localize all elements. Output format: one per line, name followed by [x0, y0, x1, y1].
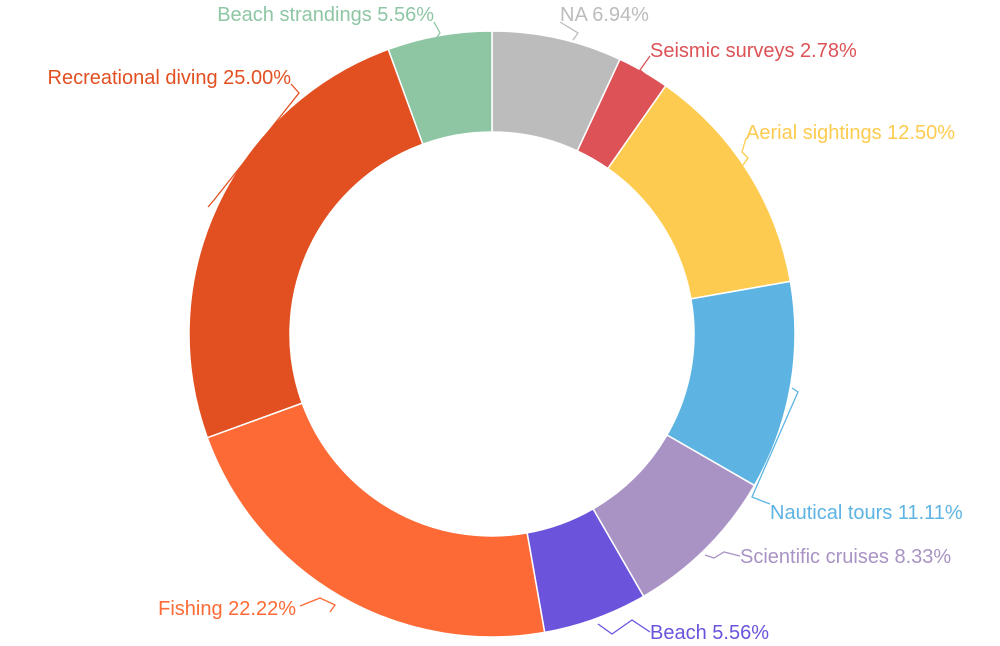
leader-line-scientific-cruises [704, 551, 741, 559]
slice-label-nautical-tours: Nautical tours 11.11% [770, 502, 963, 524]
leader-line-na [559, 21, 579, 41]
leader-line-aerial-sightings [740, 137, 749, 169]
leader-line-beach-strandings [433, 21, 441, 41]
slice-label-seismic-surveys: Seismic surveys 2.78% [650, 40, 857, 62]
slice-label-scientific-cruises: Scientific cruises 8.33% [740, 546, 951, 568]
leader-line-nautical-tours [751, 387, 799, 505]
slice-label-beach: Beach 5.56% [650, 622, 769, 644]
slice-label-beach-strandings: Beach strandings 5.56% [217, 4, 434, 26]
slices-layer [188, 30, 796, 638]
slice-fishing [206, 402, 546, 638]
slice-label-recreational-diving: Recreational diving 25.00% [48, 67, 292, 89]
slice-beach-strandings [387, 30, 493, 146]
leader-line-seismic-surveys [639, 55, 651, 77]
slice-labels-layer: NA 6.94%Seismic surveys 2.78% Aerial sigh… [48, 4, 963, 644]
leader-lines-layer [207, 21, 799, 635]
slice-label-fishing: Fishing 22.22% [158, 598, 296, 620]
leader-line-recreational-diving [207, 83, 300, 208]
leader-line-beach [597, 619, 651, 635]
slice-label-aerial-sightings: Aerial sightings 12.50% [746, 122, 955, 144]
slice-label-na: NA 6.94% [560, 4, 649, 26]
leader-line-fishing [299, 597, 336, 613]
slice-recreational-diving [188, 48, 424, 439]
